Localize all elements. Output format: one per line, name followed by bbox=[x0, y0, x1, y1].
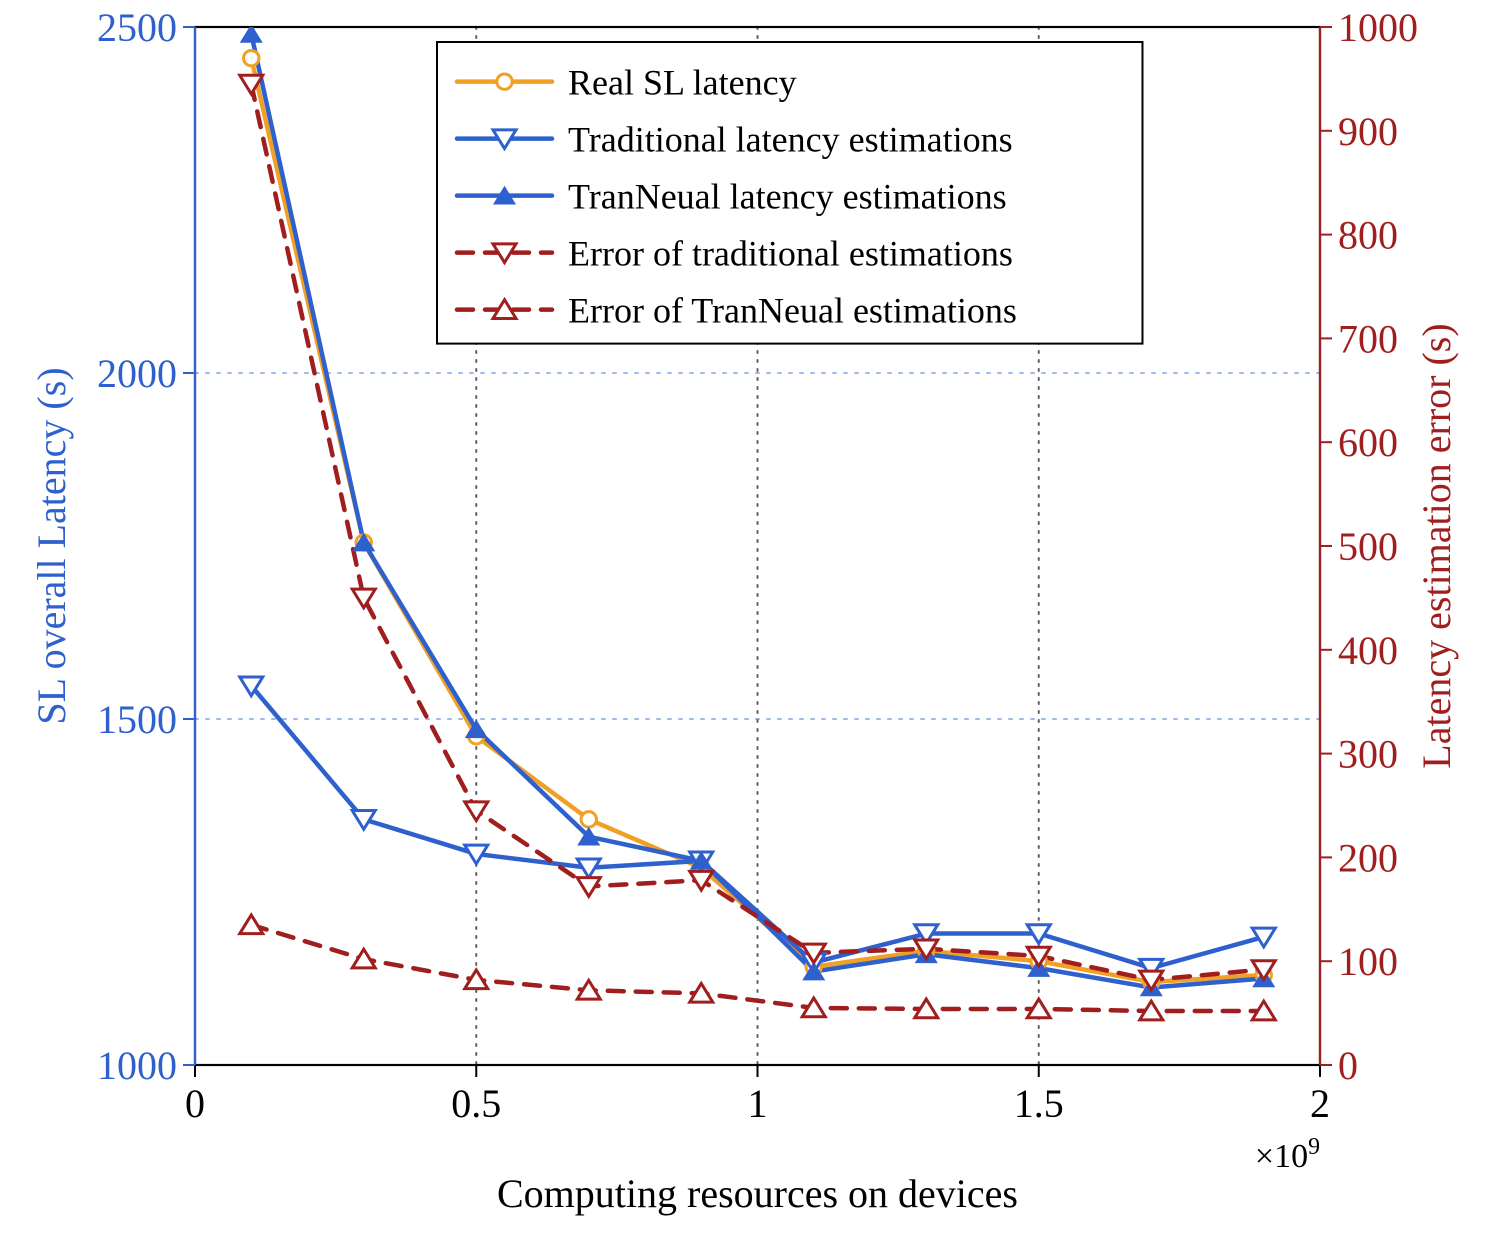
svg-text:1: 1 bbox=[748, 1081, 768, 1126]
svg-text:1000: 1000 bbox=[1338, 5, 1418, 50]
svg-text:Error of traditional estimatio: Error of traditional estimations bbox=[568, 233, 1013, 273]
svg-text:600: 600 bbox=[1338, 420, 1398, 465]
svg-text:Real SL latency: Real SL latency bbox=[568, 62, 797, 102]
svg-text:0: 0 bbox=[185, 1081, 205, 1126]
svg-text:TranNeual latency estimations: TranNeual latency estimations bbox=[568, 176, 1007, 216]
svg-text:2000: 2000 bbox=[97, 351, 177, 396]
svg-text:Computing resources on devices: Computing resources on devices bbox=[497, 1171, 1018, 1216]
svg-text:2500: 2500 bbox=[97, 5, 177, 50]
svg-text:200: 200 bbox=[1338, 835, 1398, 880]
svg-text:500: 500 bbox=[1338, 524, 1398, 569]
svg-text:400: 400 bbox=[1338, 628, 1398, 673]
svg-text:SL overall Latency (s): SL overall Latency (s) bbox=[29, 367, 74, 724]
svg-text:700: 700 bbox=[1338, 316, 1398, 361]
legend: Real SL latency Traditional latency estim… bbox=[437, 42, 1142, 344]
svg-text:Latency estimation error (s): Latency estimation error (s) bbox=[1414, 323, 1459, 768]
svg-text:Error of TranNeual estimations: Error of TranNeual estimations bbox=[568, 290, 1017, 330]
svg-text:0: 0 bbox=[1338, 1043, 1358, 1088]
svg-text:1500: 1500 bbox=[97, 697, 177, 742]
svg-text:1000: 1000 bbox=[97, 1043, 177, 1088]
svg-text:800: 800 bbox=[1338, 213, 1398, 258]
chart-container: 00.511.52×109Computing resources on devi… bbox=[0, 0, 1510, 1235]
svg-text:0.5: 0.5 bbox=[451, 1081, 501, 1126]
svg-text:2: 2 bbox=[1310, 1081, 1330, 1126]
svg-text:1.5: 1.5 bbox=[1014, 1081, 1064, 1126]
svg-text:Traditional latency estimation: Traditional latency estimations bbox=[568, 119, 1013, 159]
dual-axis-line-chart: 00.511.52×109Computing resources on devi… bbox=[0, 0, 1510, 1235]
svg-text:900: 900 bbox=[1338, 109, 1398, 154]
svg-text:300: 300 bbox=[1338, 732, 1398, 777]
svg-text:100: 100 bbox=[1338, 939, 1398, 984]
